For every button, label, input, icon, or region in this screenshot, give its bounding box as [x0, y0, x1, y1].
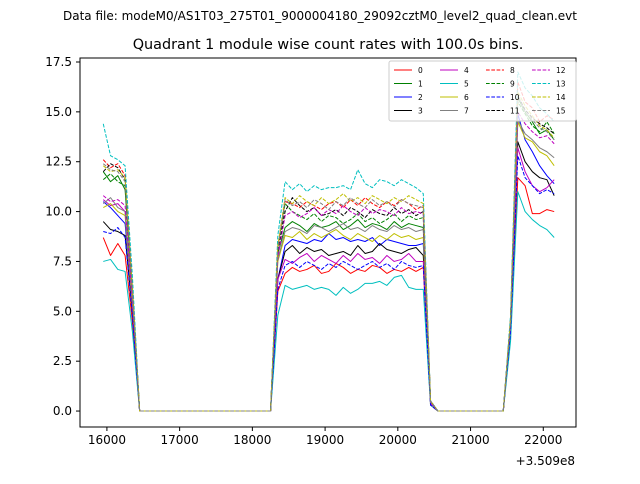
x-tick-label: 16000 [88, 433, 126, 447]
legend-label-1: 1 [418, 80, 423, 89]
legend-label-3: 3 [418, 107, 423, 116]
plot-area-frame [79, 57, 577, 428]
legend-box [388, 60, 577, 122]
axis-layer: 16000 17000 18000 19000 20000 21000 22000 0.0 2.… [45, 55, 562, 447]
legend-label-5: 5 [464, 80, 469, 89]
y-tick-label: 15.0 [45, 105, 72, 119]
legend-label-6: 6 [464, 93, 469, 102]
y-tick-label: 7.5 [53, 254, 72, 268]
x-tick-label: 19000 [306, 433, 344, 447]
series-line-14 [102, 91, 555, 412]
x-tick-label: 18000 [233, 433, 271, 447]
figure-suptitle: Data file: modeM0/AS1T03_275T01_90000041… [63, 9, 577, 23]
x-tick-label: 20000 [379, 433, 417, 447]
legend-label-8: 8 [510, 66, 515, 75]
x-axis-offset-label: +3.509e8 [516, 454, 575, 468]
y-tick-label: 0.0 [53, 404, 72, 418]
legend-label-13: 13 [556, 80, 566, 89]
y-tick-label: 12.5 [45, 155, 72, 169]
x-tick-label: 21000 [451, 433, 489, 447]
legend-label-14: 14 [556, 93, 566, 102]
legend-label-10: 10 [510, 93, 520, 102]
y-tick-label: 17.5 [45, 55, 72, 69]
legend-label-4: 4 [464, 66, 469, 75]
legend-label-0: 0 [418, 66, 423, 75]
y-tick-label: 10.0 [45, 205, 72, 219]
legend-label-7: 7 [464, 107, 469, 116]
chart-title: Quadrant 1 module wise count rates with … [133, 37, 524, 53]
x-tick-label: 22000 [524, 433, 562, 447]
series-layer [102, 71, 555, 412]
y-tick-label: 2.5 [53, 354, 72, 368]
legend-label-12: 12 [556, 66, 566, 75]
x-tick-label: 17000 [161, 433, 199, 447]
series-line-10 [103, 155, 555, 412]
legend-label-2: 2 [418, 93, 423, 102]
legend-label-15: 15 [556, 107, 566, 116]
legend-label-9: 9 [510, 80, 515, 89]
legend-label-11: 11 [510, 107, 520, 116]
series-line-15 [102, 95, 555, 412]
y-tick-label: 5.0 [53, 304, 72, 318]
